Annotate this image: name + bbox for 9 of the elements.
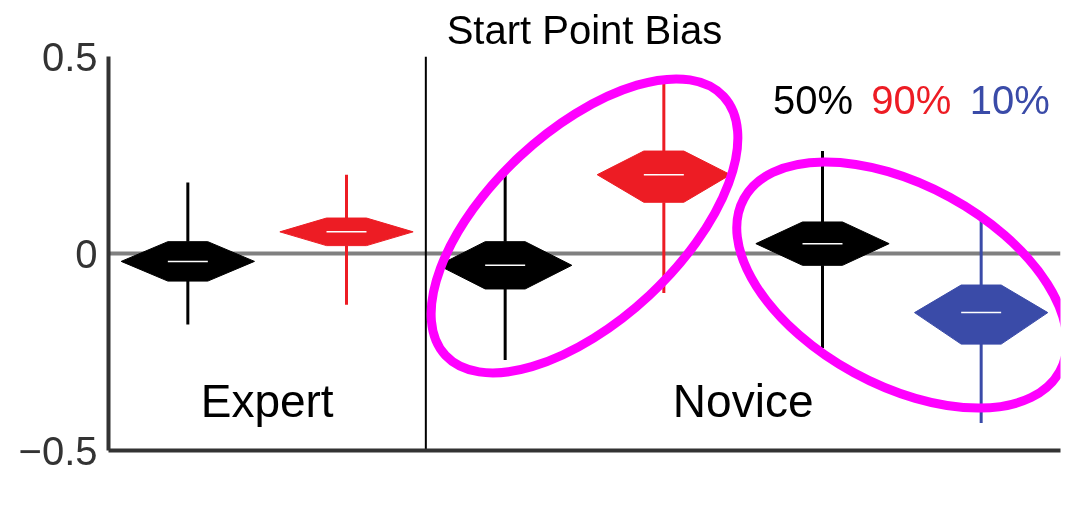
text: 10%	[969, 77, 1050, 122]
chart-title: Start Point Bias	[446, 7, 723, 52]
y-tick-label: 0.5	[41, 34, 98, 79]
text: 50%	[772, 77, 854, 122]
text: 90%	[871, 77, 952, 122]
y-tick-label: 0	[75, 231, 98, 276]
y-tick-label: −0.5	[18, 428, 98, 473]
annotation: Novice	[672, 375, 814, 428]
annotation: Expert	[200, 375, 334, 428]
